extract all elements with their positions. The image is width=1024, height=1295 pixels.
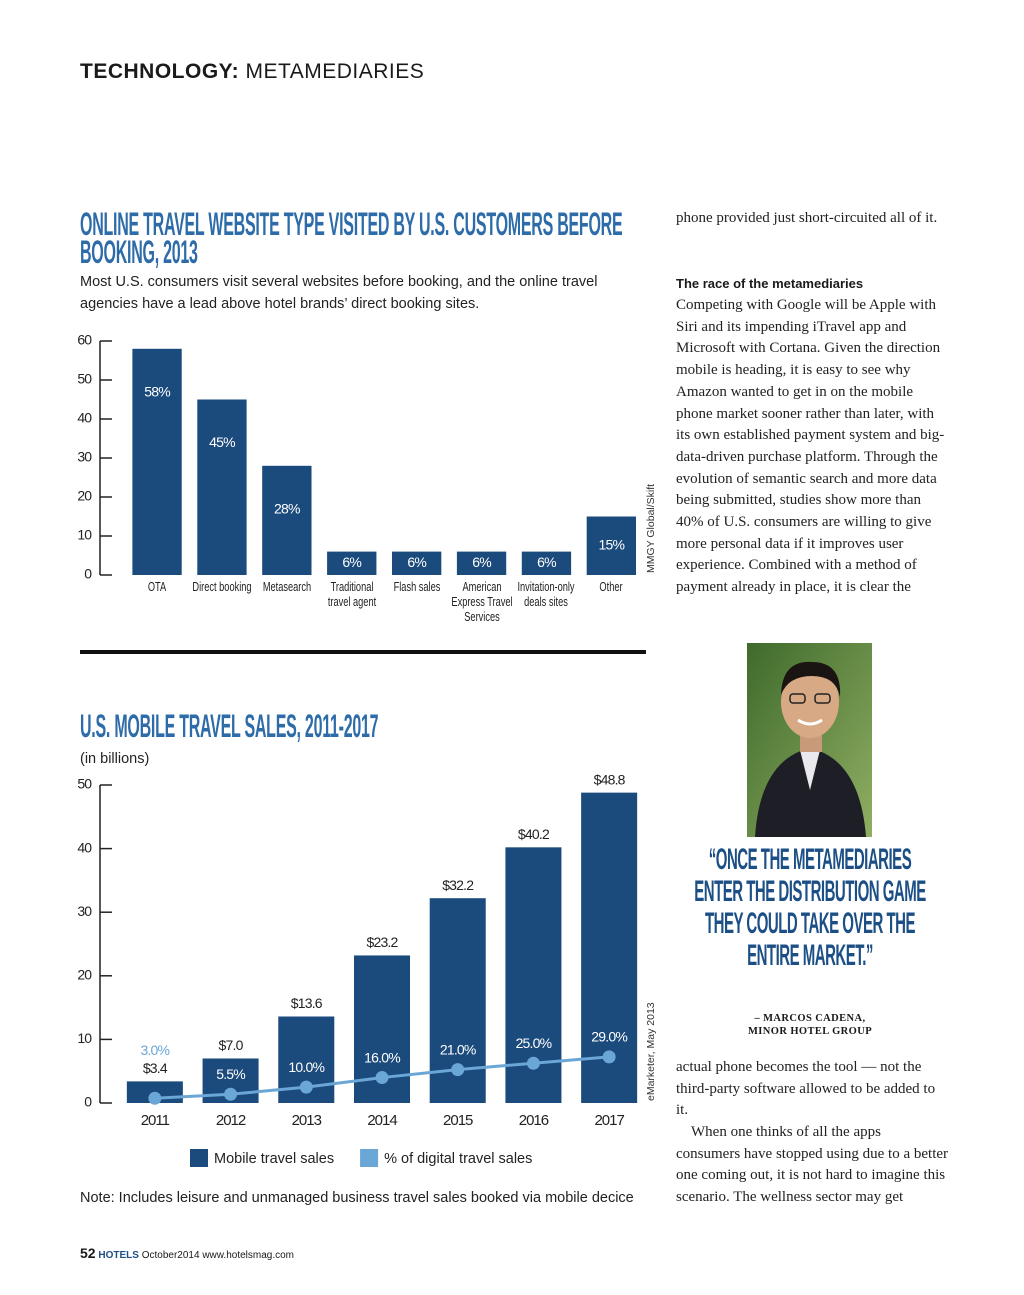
- pull-quote: “ONCE THE METAMEDIARIES ENTER THE DISTRI…: [694, 843, 926, 972]
- x-tick-label: Direct booking: [192, 580, 252, 594]
- divider: [80, 650, 646, 654]
- data-label: 6%: [472, 554, 491, 570]
- quote-attribution: – MARCOS CADENA, MINOR HOTEL GROUP: [747, 1013, 873, 1037]
- x-tick-label: 2013: [292, 1112, 322, 1129]
- bar: [456, 551, 507, 575]
- data-label: 3.0%: [140, 1042, 169, 1058]
- y-tick-label: 20: [77, 967, 92, 983]
- article-heading: The race of the metamediaries: [676, 276, 864, 291]
- data-label: $32.2: [442, 877, 474, 893]
- chart-subtitle: (in billions): [80, 751, 150, 767]
- x-tick-label: 2014: [367, 1112, 397, 1129]
- paragraph: actual phone becomes the tool — not the …: [676, 1059, 936, 1119]
- point: [602, 1050, 616, 1064]
- data-label: 29.0%: [591, 1029, 627, 1045]
- legend-label: % of digital travel sales: [384, 1151, 532, 1167]
- data-label: 6%: [407, 554, 426, 570]
- x-tick-label: 2017: [594, 1112, 624, 1129]
- intro-text: phone provided just short-circuited all …: [676, 210, 938, 226]
- x-tick-label: Traditional travel agent: [327, 580, 376, 609]
- data-label: $3.4: [143, 1060, 168, 1076]
- url: www.hotelsmag.com: [202, 1250, 295, 1261]
- legend-swatch: [360, 1149, 379, 1167]
- point: [224, 1087, 238, 1101]
- y-tick-label: 60: [77, 332, 92, 348]
- x-tick-label: 2016: [519, 1112, 549, 1129]
- y-tick-label: 0: [84, 1094, 92, 1110]
- y-tick-label: 50: [77, 776, 92, 792]
- data-label: 28%: [274, 501, 300, 517]
- point: [375, 1071, 389, 1085]
- y-tick-label: 50: [77, 371, 92, 387]
- bar: [262, 465, 312, 575]
- y-tick-label: 30: [77, 903, 92, 919]
- data-label: $40.2: [518, 826, 550, 842]
- bar: [586, 516, 637, 575]
- x-tick-label: Other: [599, 580, 623, 594]
- bar: [197, 399, 247, 575]
- chart-title: U.S. MOBILE TRAVEL SALES, 2011-2017: [80, 708, 379, 744]
- photo: [747, 643, 872, 837]
- data-label: 25.0%: [516, 1035, 552, 1051]
- issue: October2014: [141, 1250, 200, 1261]
- x-tick-label: OTA: [147, 580, 167, 594]
- page-number: 52: [80, 1245, 96, 1261]
- x-tick-label: 2015: [443, 1112, 473, 1129]
- data-label: 21.0%: [440, 1041, 476, 1057]
- paragraph: When one thinks of all the apps consumer…: [676, 1124, 949, 1206]
- legend-swatch: [190, 1149, 208, 1167]
- bar: [521, 551, 572, 575]
- section: TECHNOLOGY:: [80, 60, 240, 83]
- bar: [132, 348, 182, 575]
- x-tick-label: American Express Travel Services: [450, 580, 513, 624]
- magazine: HOTELS: [98, 1250, 139, 1261]
- data-label: 6%: [342, 554, 361, 570]
- y-tick-label: 10: [77, 527, 92, 543]
- data-label: 58%: [144, 384, 170, 400]
- x-tick-label: 2012: [216, 1112, 246, 1129]
- footer: 52 HOTELS October2014 www.hotelsmag.com: [80, 1245, 294, 1261]
- legend-label: Mobile travel sales: [214, 1151, 334, 1167]
- y-tick-label: 10: [77, 1030, 92, 1046]
- data-label: 45%: [209, 434, 235, 450]
- data-label: $48.8: [594, 771, 626, 787]
- point: [451, 1063, 465, 1077]
- section-header: TECHNOLOGY: METAMEDIARIES: [80, 60, 424, 84]
- data-label: 5.5%: [216, 1066, 245, 1082]
- point: [526, 1056, 540, 1070]
- chart-note: Note: Includes leisure and unmanaged bus…: [80, 1190, 634, 1206]
- data-label: 15%: [599, 536, 625, 552]
- y-tick-label: 0: [84, 566, 92, 582]
- chart-title: ONLINE TRAVEL WEBSITE TYPE VISITED BY U.…: [80, 206, 623, 270]
- x-tick-label: Invitation-only deals sites: [517, 580, 575, 609]
- y-tick-label: 20: [77, 488, 92, 504]
- data-label: 16.0%: [364, 1049, 400, 1065]
- x-tick-label: Flash sales: [393, 580, 441, 594]
- source: eMarketer, May 2013: [645, 1002, 657, 1101]
- data-label: 10.0%: [288, 1059, 324, 1075]
- data-label: $7.0: [219, 1037, 244, 1053]
- bar: [391, 551, 442, 575]
- paragraph: Competing with Google will be Apple with…: [676, 297, 945, 596]
- bar: [327, 551, 377, 575]
- y-tick-label: 30: [77, 449, 92, 465]
- source: MMGY Global/Skift: [645, 484, 657, 573]
- data-label: $13.6: [291, 995, 323, 1011]
- chart-subtitle: Most U.S. consumers visit several websit…: [80, 274, 598, 312]
- data-label: $23.2: [366, 934, 398, 950]
- x-tick-label: 2011: [141, 1112, 170, 1129]
- y-tick-label: 40: [77, 839, 92, 855]
- y-tick-label: 40: [77, 410, 92, 426]
- x-tick-label: Metasearch: [262, 580, 312, 594]
- point: [148, 1091, 162, 1105]
- topic: METAMEDIARIES: [245, 60, 425, 83]
- data-label: 6%: [537, 554, 556, 570]
- point: [299, 1080, 313, 1094]
